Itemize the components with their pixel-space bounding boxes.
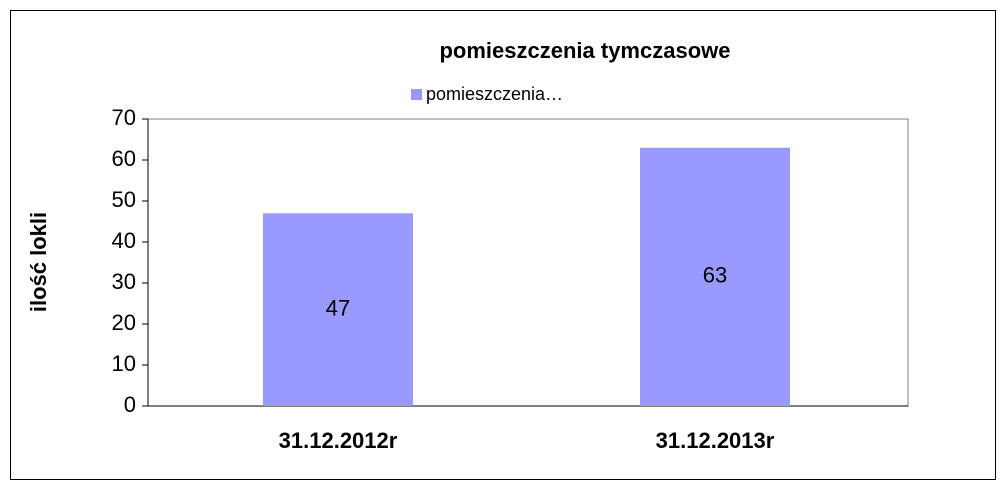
y-tick-label: 30 [112,269,136,294]
x-tick-label: 31.12.2013r [656,428,775,453]
y-tick-label: 40 [112,228,136,253]
chart-title: pomieszczenia tymczasowe [439,38,730,63]
y-tick-label: 10 [112,351,136,376]
plot-area [147,118,909,407]
data-label: 63 [703,263,727,288]
bar [640,147,790,406]
y-tick-label: 0 [124,392,136,417]
y-tick-label: 20 [112,310,136,335]
y-tick-label: 60 [112,146,136,171]
legend-label: pomieszczenia… [426,84,563,104]
y-tick-label: 70 [112,105,136,130]
legend-swatch [411,89,422,100]
bar [263,213,413,406]
x-tick-label: 31.12.2012r [279,428,398,453]
y-axis-label: ilość lokli [26,212,51,312]
data-label: 47 [326,295,350,320]
y-tick-label: 50 [112,187,136,212]
